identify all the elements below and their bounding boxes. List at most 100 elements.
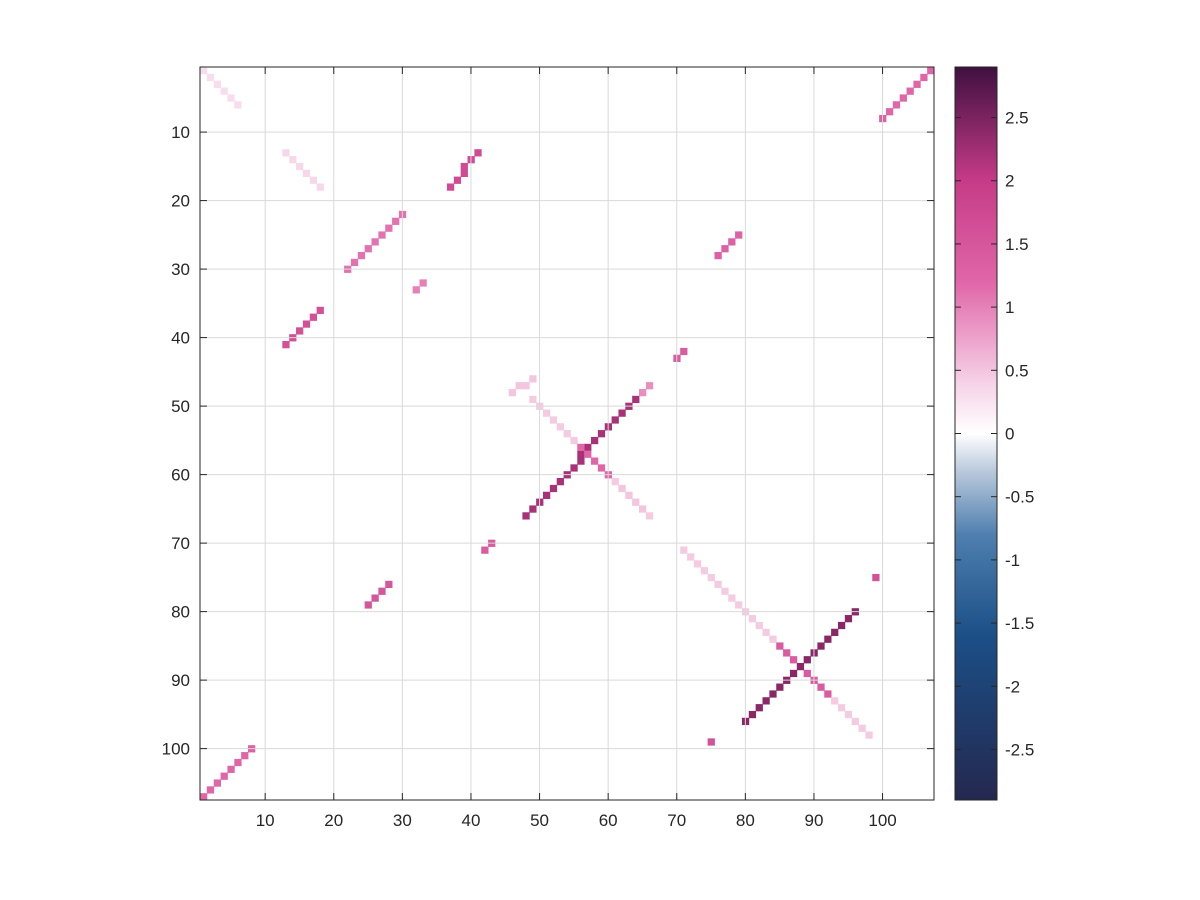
colorbar-tick-label: 0.5 [1005,361,1029,380]
y-tick-label: 10 [171,123,190,142]
x-tick-label: 90 [804,811,823,830]
heatmap-cell [542,409,551,417]
heatmap-cell [227,94,235,102]
heatmap-cell [639,505,647,513]
heatmap-cell [556,423,564,431]
heatmap-cell [892,101,901,109]
heatmap-cell [783,649,791,657]
heatmap-cell [906,87,914,95]
heatmap-cell [885,108,894,116]
heatmap-cell [563,430,571,438]
heatmap-cell [735,231,743,239]
heatmap-cell [419,279,427,287]
heatmap-cell [213,80,221,88]
heatmap-cell [728,594,736,602]
heatmap-cell [707,738,715,746]
heatmap-cell [371,594,379,602]
heatmap-cell [872,573,880,582]
y-tick-label: 40 [171,329,190,348]
heatmap-cell [556,478,564,486]
heatmap-cell [858,724,866,732]
heatmap-cell [851,717,859,726]
heatmap-cell [234,101,242,109]
heatmap-cell [899,94,907,102]
heatmap-cell [220,87,228,95]
heatmap-cell [460,162,468,171]
heatmap-cell [618,484,626,493]
heatmap-cell [584,443,592,452]
heatmap-cell [824,635,832,643]
heatmap-cell [700,567,709,575]
heatmap-cell [748,710,757,719]
heatmap-cell [680,347,688,356]
heatmap-cell [618,409,626,417]
heatmap-cell [460,169,468,178]
heatmap-cell [200,793,208,801]
heatmap-cell [639,388,647,397]
heatmap-cell [803,669,811,678]
heatmap-cell [309,313,318,321]
heatmap-cell [865,731,873,739]
x-tick-label: 10 [256,811,275,830]
x-tick-label: 80 [736,811,755,830]
heatmap-cell [508,388,516,397]
heatmap-cell [632,395,640,404]
heatmap-cell [302,320,311,328]
heatmap-cell [227,765,235,773]
heatmap-cell [570,436,578,445]
y-tick-label: 100 [162,740,190,759]
heatmap-cell [632,498,640,506]
colorbar: 2.5 2 1.5 1 0.5 0 -0.5 -1 -1.5 -2 -2.5 [954,66,1034,801]
heatmap-cell [515,382,523,390]
heatmap-cell [796,662,805,671]
heatmap-cell [234,758,242,767]
heatmap-cell [296,327,304,335]
heatmap-cell [549,484,558,493]
heatmap-cell [625,491,633,499]
heatmap-cell [357,251,366,260]
heatmap-cell [309,176,318,184]
x-tick-label: 100 [868,811,896,830]
heatmap-cell [577,457,585,465]
heatmap-cell [200,67,208,75]
heatmap-cell [920,73,928,82]
heatmap-cell [371,238,379,246]
heatmap-cell [378,587,386,595]
heatmap-cell [522,512,530,520]
y-tick-label: 50 [171,397,190,416]
heatmap-cell [687,553,695,561]
heatmap-cell [577,443,585,452]
heatmap-cell [803,656,811,664]
heatmap-cell [597,464,606,472]
heatmap-cell [817,642,825,650]
heatmap-cell [831,628,839,636]
heatmap-cell [591,436,599,445]
heatmap-cell [721,245,729,253]
heatmap-cell [645,382,654,390]
heatmap-cell [350,258,359,267]
heatmap-cell [844,615,853,623]
heatmap-cell [412,286,420,294]
heatmap-cell [282,149,290,157]
heatmap-cell [837,621,846,630]
heatmap-cell [789,656,798,664]
heatmap-cell [282,341,290,349]
grid-lines [200,67,934,800]
colorbar-tick-label: 1.5 [1005,235,1029,254]
heatmap-cell [748,615,757,623]
heatmap-cell [844,710,853,719]
heatmap-cell [481,546,489,554]
y-tick-label: 60 [171,466,190,485]
heatmap-cell [296,162,304,171]
x-tick-label: 30 [393,811,412,830]
x-tick-label: 50 [530,811,549,830]
colorbar-tick-label: 1 [1005,298,1014,317]
heatmap-cell [762,628,770,636]
y-tick-label: 80 [171,603,190,622]
heatmap-cell [611,478,619,486]
heatmap-cell [392,217,400,225]
heatmap-cell [584,450,592,458]
heatmap-cell [611,416,619,424]
heatmap-cell [364,601,372,609]
heatmap-cell [241,752,249,760]
